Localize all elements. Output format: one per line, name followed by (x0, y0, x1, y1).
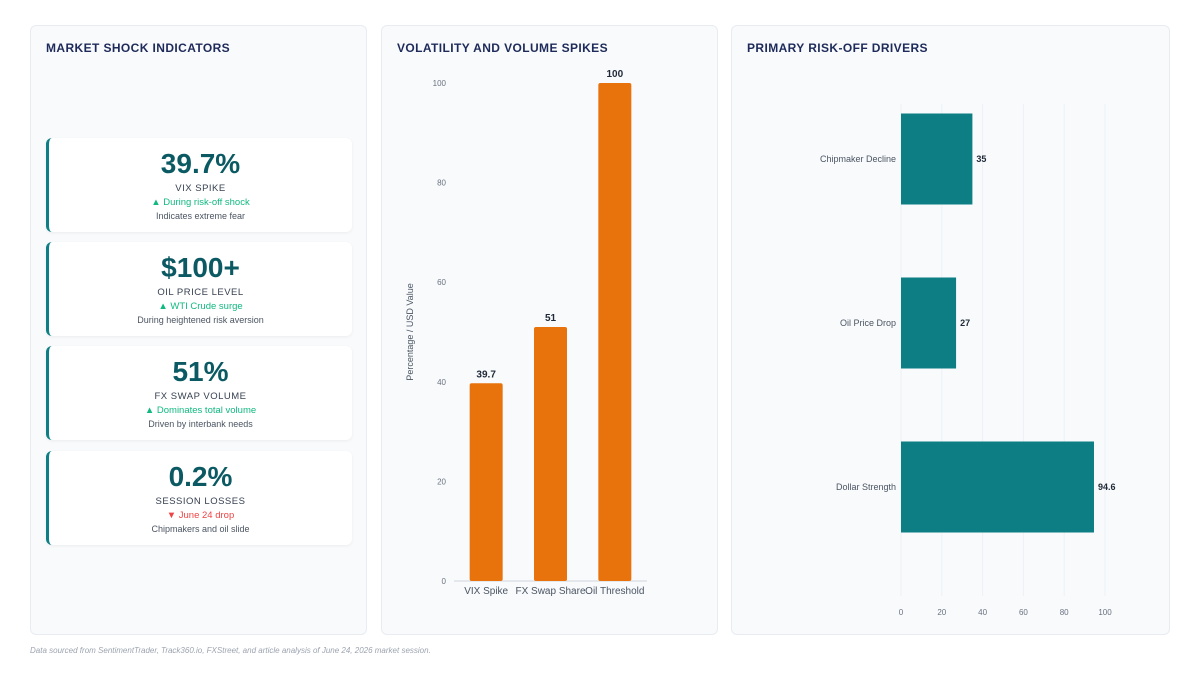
kpi-note: During heightened risk aversion (137, 315, 264, 325)
kpi-value: 51% (172, 356, 229, 387)
x-tick-label: 40 (978, 608, 987, 617)
kpi-card: $100+ OIL PRICE LEVEL ▲ WTI Crude surge Dur… (46, 242, 352, 336)
kpi-note: Indicates extreme fear (155, 211, 246, 221)
kpi-value: $100+ (161, 252, 240, 283)
bar-value-label: 39.7 (476, 369, 496, 380)
kpi-label: FX SWAP VOLUME (154, 391, 247, 402)
panel-title: MARKET SHOCK INDICATORS (46, 41, 231, 55)
kpi-label: SESSION LOSSES (155, 496, 246, 507)
bar-value-label: 35 (976, 154, 986, 164)
x-tick-label: VIX Spike (464, 586, 508, 597)
kpi-change: ▲ During risk-off shock (151, 197, 250, 208)
volatility-bar-chart: 0 20 40 60 80 100 Percentage / USD Value 39.7 VI… (405, 69, 647, 597)
y-tick-label: 100 (433, 79, 447, 88)
bar-value-label: 100 (606, 69, 623, 80)
drivers-bar-chart: 0 20 40 60 80 100 35 Chipmaker Decline 27 Oil Pri… (820, 104, 1116, 617)
bar-value-label: 51 (545, 313, 557, 324)
bar (598, 83, 632, 581)
kpi-value: 0.2% (168, 461, 233, 492)
bar (901, 113, 973, 205)
kpi-note: Chipmakers and oil slide (151, 524, 250, 534)
volatility-volume-panel: VOLATILITY AND VOLUME SPIKES 0 20 40 60 80 10… (381, 25, 718, 635)
kpi-value: 39.7% (160, 148, 241, 179)
kpi-note: Driven by interbank needs (148, 419, 253, 429)
bar-value-label: 27 (960, 318, 970, 328)
kpi-label: VIX SPIKE (175, 183, 226, 194)
source-footnote: Data sourced from SentimentTrader, Track… (30, 646, 431, 655)
kpi-change: ▲ WTI Crude surge (158, 301, 243, 312)
bar (901, 277, 957, 369)
y-tick-label: 20 (437, 477, 446, 486)
x-tick-label: 20 (937, 608, 946, 617)
y-tick-label: 80 (437, 179, 446, 188)
y-tick-label: 0 (442, 577, 447, 586)
bar-value-label: 94.6 (1098, 482, 1116, 492)
kpi-change: ▼ June 24 drop (166, 510, 235, 521)
kpi-label: OIL PRICE LEVEL (157, 287, 244, 298)
x-tick-label: 100 (1098, 608, 1112, 617)
y-tick-label: 40 (437, 378, 446, 387)
y-category-label: Chipmaker Decline (820, 154, 896, 164)
y-category-label: Oil Price Drop (840, 318, 896, 328)
x-tick-label: 80 (1060, 608, 1069, 617)
market-shock-indicators-panel: MARKET SHOCK INDICATORS 39.7% VIX SPIKE ▲ … (30, 25, 367, 635)
kpi-change: ▲ Dominates total volume (144, 405, 257, 416)
risk-off-drivers-panel: PRIMARY RISK-OFF DRIVERS 0 20 40 60 80 100 35 C… (731, 25, 1170, 635)
bar (901, 441, 1094, 533)
y-category-label: Dollar Strength (836, 482, 896, 492)
bar (469, 383, 503, 581)
x-tick-label: 60 (1019, 608, 1028, 617)
bar (534, 327, 567, 581)
x-tick-label: 0 (899, 608, 904, 617)
kpi-card: 0.2% SESSION LOSSES ▼ June 24 drop Chipmake… (46, 451, 352, 545)
y-tick-label: 60 (437, 278, 446, 287)
y-axis-label: Percentage / USD Value (405, 283, 415, 380)
panel-title: PRIMARY RISK-OFF DRIVERS (747, 41, 928, 55)
x-tick-label: Oil Threshold (585, 586, 644, 597)
x-tick-label: FX Swap Share (515, 586, 585, 597)
panel-title: VOLATILITY AND VOLUME SPIKES (397, 41, 608, 55)
kpi-card: 39.7% VIX SPIKE ▲ During risk-off shock Ind… (46, 138, 352, 232)
kpi-card: 51% FX SWAP VOLUME ▲ Dominates total volum… (46, 346, 352, 440)
